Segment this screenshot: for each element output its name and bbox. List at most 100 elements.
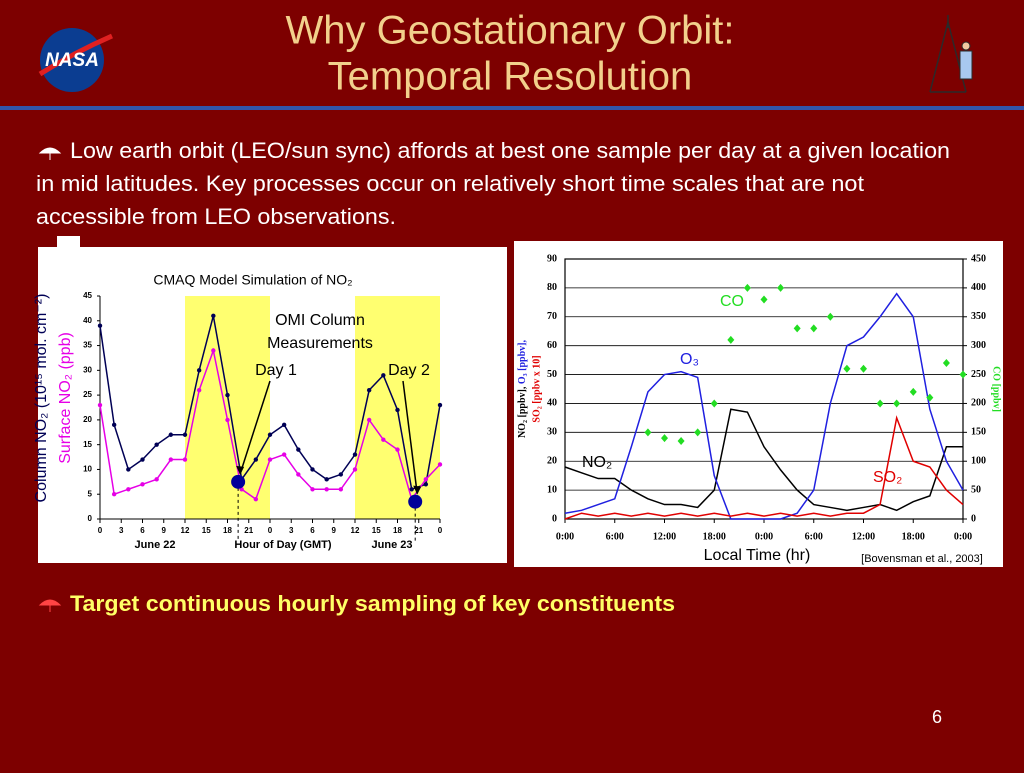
data-point xyxy=(324,477,329,482)
data-point xyxy=(366,387,372,393)
y2-tick-label: 300 xyxy=(971,340,986,351)
y-tick-label: 30 xyxy=(547,427,557,438)
logo-disc xyxy=(40,28,104,92)
x-tick-label: 3 xyxy=(289,526,294,535)
y-tick-label: 0 xyxy=(88,514,93,523)
scientist-icon xyxy=(929,15,973,93)
series-line xyxy=(564,415,964,520)
data-point xyxy=(196,368,202,373)
data-point xyxy=(97,323,103,328)
omi-marker xyxy=(408,494,423,509)
data-point xyxy=(893,399,901,408)
x-tick-label: 12:00 xyxy=(852,531,875,542)
data-point xyxy=(140,457,145,462)
data-point xyxy=(196,387,202,393)
data-point xyxy=(876,399,884,408)
data-point xyxy=(644,428,652,437)
data-point xyxy=(710,399,718,408)
data-point xyxy=(154,442,159,447)
y-axis-label-part: O₃ [ppbv], xyxy=(517,340,528,385)
data-point xyxy=(727,335,735,344)
data-point xyxy=(168,457,174,462)
y2-tick-label: 450 xyxy=(971,253,986,264)
data-point xyxy=(661,434,668,443)
day-label: Day 2 xyxy=(388,362,430,379)
y2-tick-label: 50 xyxy=(971,484,981,495)
x-tick-label: 6 xyxy=(310,526,315,535)
bullet-icon xyxy=(38,147,62,160)
data-point xyxy=(338,487,344,492)
data-point xyxy=(97,402,103,408)
data-point xyxy=(959,370,967,379)
x-tick-label: 9 xyxy=(162,526,167,535)
data-point xyxy=(843,364,851,373)
y-tick-label: 20 xyxy=(547,456,557,467)
y2-tick-label: 100 xyxy=(971,456,986,467)
data-point xyxy=(694,428,702,437)
data-point xyxy=(366,417,372,423)
data-point xyxy=(352,452,358,457)
data-point xyxy=(860,364,867,373)
data-point xyxy=(437,462,443,467)
data-point xyxy=(395,447,400,452)
data-point xyxy=(267,432,273,437)
data-point xyxy=(211,313,216,319)
data-point xyxy=(111,492,117,497)
x-tick-label: 12:00 xyxy=(653,531,676,542)
data-point xyxy=(677,437,685,445)
x-tick-label: 12 xyxy=(181,526,190,535)
x-tick-label: 18 xyxy=(393,526,402,535)
x-tick-label: 15 xyxy=(372,526,381,535)
data-point xyxy=(777,283,785,292)
data-point xyxy=(324,487,329,492)
series-label: NO₂ xyxy=(582,454,612,471)
arrow-head xyxy=(236,465,245,475)
data-point xyxy=(423,477,429,482)
data-point xyxy=(154,477,159,482)
x-tick-label: 18:00 xyxy=(902,531,925,542)
x-tick-label: 6 xyxy=(140,526,145,535)
omi-marker xyxy=(231,474,246,489)
data-point xyxy=(182,432,188,437)
y-tick-label: 20 xyxy=(83,415,92,424)
y-tick-label: 40 xyxy=(547,398,557,409)
title: Temporal Resolution xyxy=(328,55,693,99)
data-point xyxy=(310,467,315,472)
bullet-text: accessible from LEO observations. xyxy=(36,204,396,229)
x-axis-label: Hour of Day (GMT) xyxy=(234,539,331,551)
x-tick-label: 0 xyxy=(438,526,443,535)
header-rule xyxy=(0,106,1024,110)
annotation: Measurements xyxy=(267,335,373,352)
y-tick-label: 10 xyxy=(547,484,557,495)
logo-swoosh xyxy=(38,33,113,77)
data-point xyxy=(409,487,414,492)
x-tick-label: 21 xyxy=(414,526,423,535)
y-tick-label: 5 xyxy=(88,489,93,498)
chart-title: CMAQ Model Simulation of NO₂ xyxy=(153,272,352,288)
x-axis-label: Local Time (hr) xyxy=(704,547,811,564)
data-point xyxy=(253,457,259,462)
data-point xyxy=(395,407,400,413)
y-tick-label: 90 xyxy=(547,253,557,264)
data-point xyxy=(926,393,934,402)
series-axis-label: Surface NO₂ (ppb) xyxy=(57,332,74,464)
chart-panel xyxy=(514,241,1003,567)
x-tick-label: 6:00 xyxy=(606,531,624,542)
logo-text: NASA xyxy=(45,50,99,71)
data-point xyxy=(225,392,230,398)
series-line xyxy=(564,292,964,520)
data-point xyxy=(760,295,768,304)
bullet-icon xyxy=(38,599,62,612)
y-axis-label-part: NO₂ [ppbv], xyxy=(517,384,528,438)
x-tick-label: 0:00 xyxy=(954,531,972,542)
y-tick-label: 0 xyxy=(552,513,557,524)
x-tick-label: 18 xyxy=(223,526,232,535)
y-tick-label: 40 xyxy=(83,316,92,325)
shaded-span xyxy=(185,296,270,519)
data-point xyxy=(281,422,287,428)
x-tick-label: 6:00 xyxy=(805,531,823,542)
y-tick-label: 60 xyxy=(547,340,557,351)
data-point xyxy=(267,457,273,462)
data-point xyxy=(296,447,301,452)
